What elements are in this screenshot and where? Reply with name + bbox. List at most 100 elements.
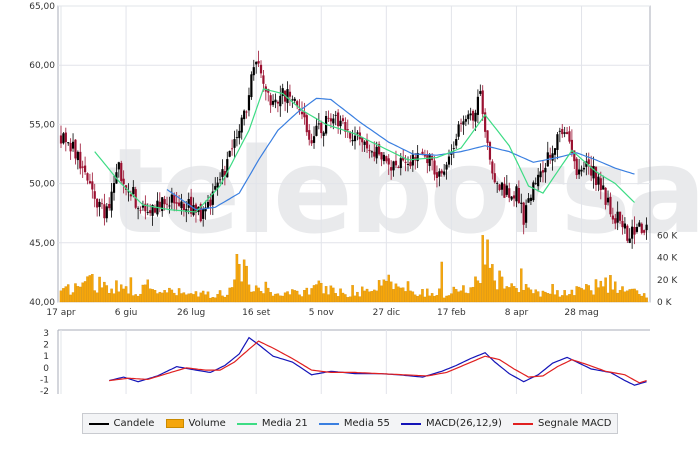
volume-bar xyxy=(606,292,610,303)
candle-body xyxy=(199,204,202,222)
volume-bar xyxy=(464,292,468,303)
volume-bar xyxy=(570,289,574,303)
candle-body xyxy=(271,100,275,105)
volume-bar xyxy=(254,285,258,303)
volume-bar xyxy=(351,285,354,303)
volume-bar xyxy=(491,264,494,303)
candle-body xyxy=(404,161,407,163)
candle-body xyxy=(98,201,101,207)
volume-bar xyxy=(548,293,552,303)
volume-bar xyxy=(332,287,335,303)
watermark: teleborsa xyxy=(108,122,700,260)
volume-bar xyxy=(144,284,147,303)
candle-body xyxy=(83,165,87,173)
candle-body xyxy=(551,153,554,161)
volume-bar xyxy=(546,293,550,303)
volume-bar xyxy=(389,281,393,303)
volume-bar xyxy=(315,284,318,303)
candle-body xyxy=(493,173,496,183)
volume-bar xyxy=(245,265,248,303)
volume-bar xyxy=(505,286,509,303)
candle-body xyxy=(455,139,458,146)
volume-tick-label: 60 K xyxy=(657,231,678,241)
volume-bar xyxy=(151,289,154,303)
volume-bar xyxy=(110,288,113,303)
candle-body xyxy=(250,74,253,98)
volume-bar xyxy=(457,291,460,303)
volume-bar xyxy=(204,294,207,303)
volume-bar xyxy=(216,294,219,303)
candle-body xyxy=(614,218,617,224)
candle-body xyxy=(296,101,299,107)
candle-body xyxy=(433,160,436,175)
volume-bar xyxy=(124,286,128,303)
volume-bar xyxy=(76,286,80,303)
candle-body xyxy=(631,226,634,239)
candle-body xyxy=(609,196,612,215)
legend-label: Candele xyxy=(113,418,155,429)
candle-body xyxy=(230,148,234,150)
candle-body xyxy=(471,110,475,121)
volume-bar xyxy=(510,283,513,303)
candle-body xyxy=(221,169,224,177)
volume-bar xyxy=(551,284,554,303)
volume-bar xyxy=(580,288,583,303)
volume-bar xyxy=(529,289,533,303)
candle-body xyxy=(255,61,258,65)
candle-body xyxy=(322,132,325,136)
candle-body xyxy=(281,88,284,96)
volume-bar xyxy=(213,297,217,303)
volume-bar xyxy=(257,287,260,303)
candle-body xyxy=(100,203,104,205)
volume-bar xyxy=(486,239,489,303)
volume-bar xyxy=(283,292,287,303)
candle-body xyxy=(274,99,277,103)
candle-body xyxy=(361,137,364,143)
volume-bar xyxy=(401,287,405,303)
volume-bar xyxy=(175,295,178,303)
candle-body xyxy=(394,160,398,166)
candle-body xyxy=(575,158,578,176)
candle-body xyxy=(585,161,588,167)
price-tick-label: 55,00 xyxy=(29,120,55,130)
candle-body xyxy=(604,187,607,205)
volume-bar xyxy=(218,290,222,303)
volume-bar xyxy=(117,291,121,303)
candle-body xyxy=(226,159,229,178)
volume-bar xyxy=(182,292,186,303)
volume-bar xyxy=(69,294,72,303)
candle-body xyxy=(108,203,111,209)
candle-body xyxy=(243,110,246,120)
candle-body xyxy=(392,161,395,171)
volume-bars xyxy=(59,235,648,303)
volume-bar xyxy=(640,295,644,303)
candle-body xyxy=(91,181,94,190)
candle-body xyxy=(122,178,125,185)
volume-bar xyxy=(626,290,629,303)
candle-body xyxy=(69,143,72,152)
candle-body xyxy=(375,146,378,159)
volume-bar xyxy=(339,288,342,303)
candle-body xyxy=(421,151,424,155)
candle-body xyxy=(527,198,530,203)
volume-bar xyxy=(483,264,487,303)
candle-body xyxy=(423,154,426,157)
volume-bar xyxy=(520,268,523,303)
volume-bar xyxy=(344,294,347,303)
volume-bar xyxy=(469,287,472,303)
candle-body xyxy=(561,129,564,135)
volume-bar xyxy=(141,284,145,303)
volume-bar xyxy=(375,290,378,303)
candle-body xyxy=(103,204,106,219)
candle-body xyxy=(308,130,311,140)
candle-body xyxy=(484,112,487,132)
candle-body xyxy=(233,139,236,148)
candle-body xyxy=(120,162,123,182)
date-tick-label: 17 feb xyxy=(437,308,466,318)
candle-body xyxy=(165,203,169,205)
candle-body xyxy=(88,181,92,184)
volume-bar xyxy=(247,284,251,303)
volume-tick-label: 0 K xyxy=(657,298,673,308)
candle-body xyxy=(402,157,405,161)
volume-bar xyxy=(573,295,576,303)
